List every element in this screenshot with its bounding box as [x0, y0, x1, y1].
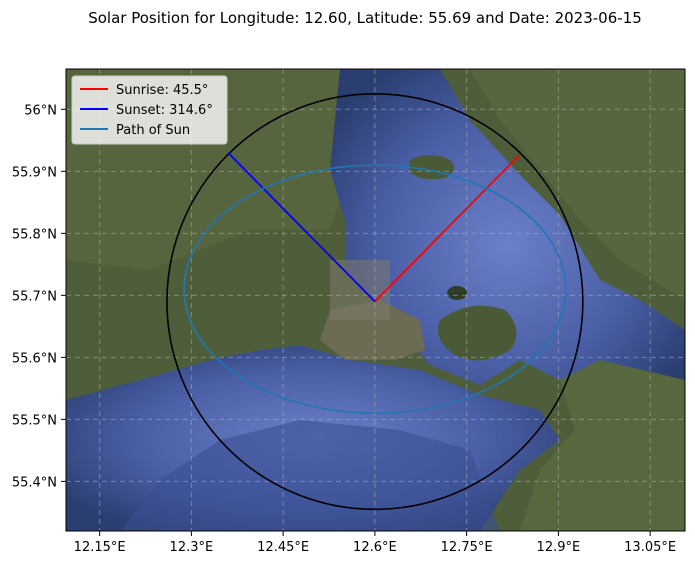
city-area [330, 260, 390, 320]
series-sunset-line [227, 152, 376, 303]
y-tick-label: 56°N [24, 103, 57, 118]
series-path-of-sun [183, 164, 567, 414]
legend-label: Path of Sun [116, 123, 190, 138]
plot-frame [65, 68, 686, 532]
x-tick-label: 12.3°E [170, 540, 214, 555]
x-tick-label: 12.6°E [353, 540, 397, 555]
x-axis: 12.15°E 12.3°E 12.45°E 12.6°E 12.75°E 12.9°E 1… [74, 531, 676, 555]
y-tick-label: 55.7°N [12, 289, 57, 304]
x-tick-label: 12.9°E [537, 540, 581, 555]
horizon-circle [166, 93, 584, 511]
x-tick-label: 13.05°E [624, 540, 676, 555]
x-tick-label: 12.15°E [74, 540, 126, 555]
y-tick-label: 55.8°N [12, 227, 57, 242]
y-tick-label: 55.6°N [12, 351, 57, 366]
island-saltholm [437, 305, 517, 361]
legend-label: Sunrise: 45.5° [116, 83, 208, 98]
land-south-east [520, 360, 685, 531]
x-tick-label: 12.75°E [441, 540, 493, 555]
sea-south-lower [120, 420, 500, 531]
series-sunrise-line [374, 155, 520, 303]
y-axis: 55.4°N 55.5°N 55.6°N 55.7°N 55.8°N 55.9°N 56°N [12, 103, 66, 490]
map-background [66, 69, 685, 531]
legend-label: Sunset: 314.6° [116, 103, 213, 118]
chart-title: Solar Position for Longitude: 12.60, Lat… [88, 9, 642, 27]
legend: Sunrise: 45.5° Sunset: 314.6° Path of Sun [71, 75, 228, 145]
y-tick-label: 55.5°N [12, 413, 57, 428]
y-tick-label: 55.4°N [12, 475, 57, 490]
island-small [447, 286, 467, 300]
land-east-coast [470, 69, 685, 300]
y-tick-label: 55.9°N [12, 165, 57, 180]
series-layer [166, 93, 584, 511]
x-tick-label: 12.45°E [257, 540, 309, 555]
legend-box [71, 75, 228, 145]
